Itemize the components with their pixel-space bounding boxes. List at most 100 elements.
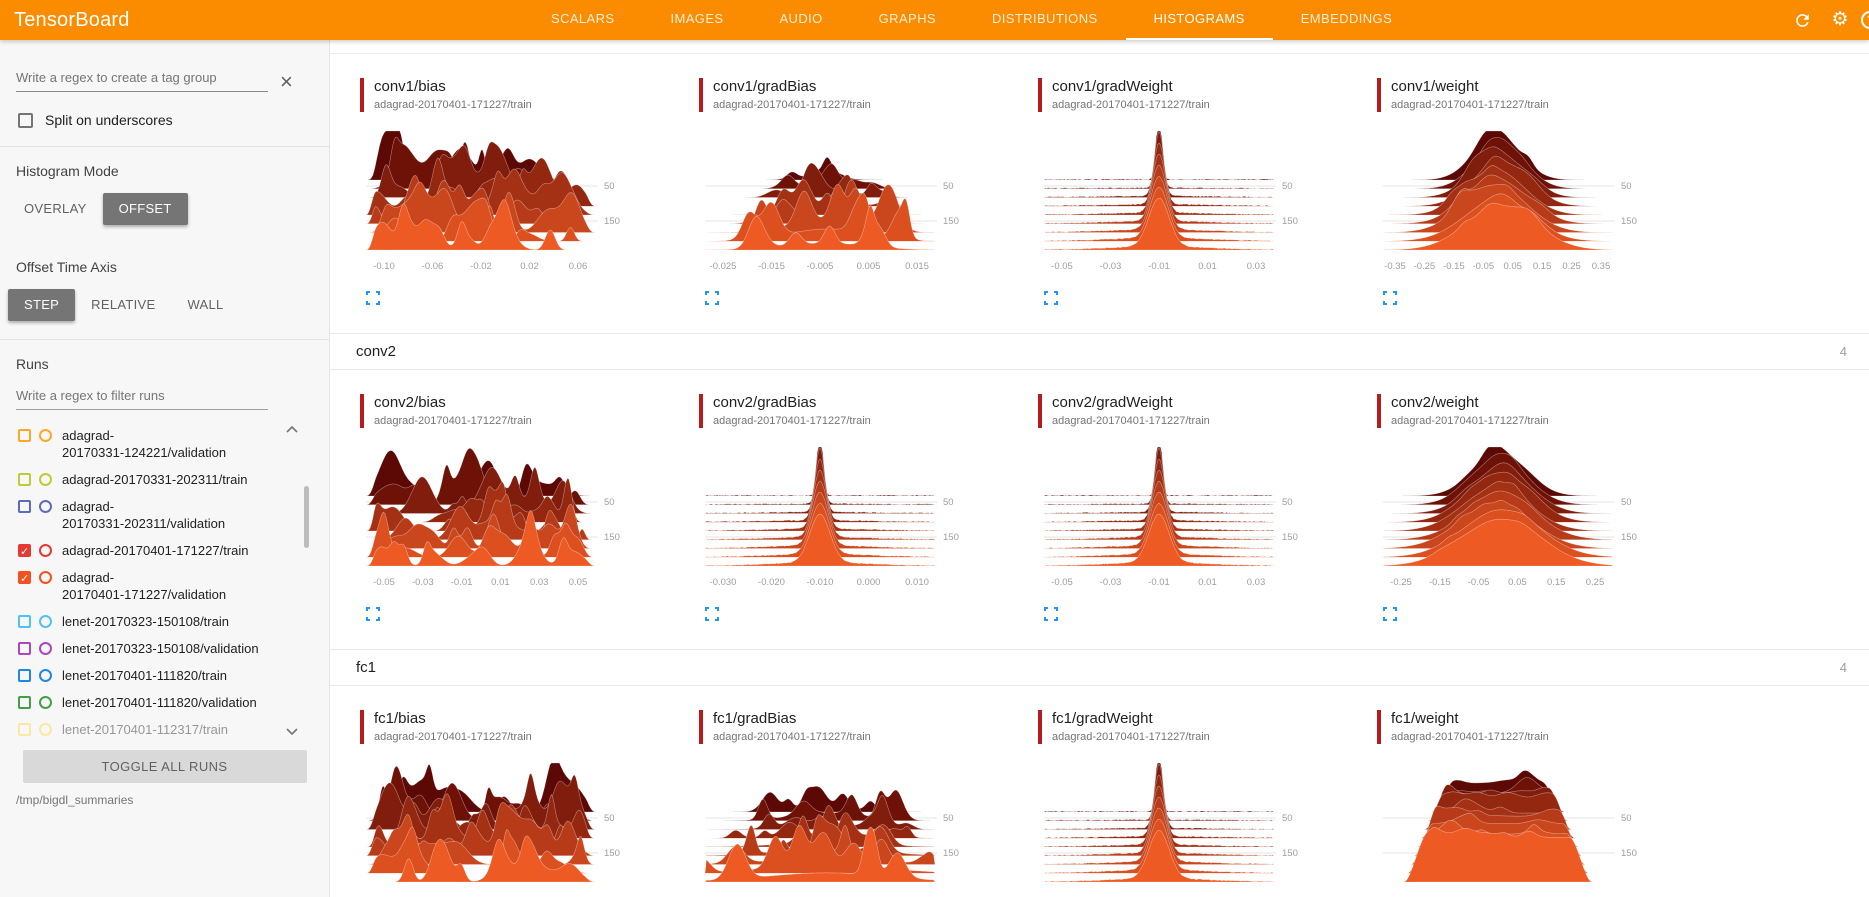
button-relative[interactable]: RELATIVE — [91, 297, 156, 312]
tab-distributions[interactable]: DISTRIBUTIONS — [991, 11, 1098, 26]
histogram-mode-label: Histogram Mode — [16, 163, 119, 179]
svg-text:150: 150 — [1282, 532, 1298, 543]
refresh-icon[interactable] — [1792, 10, 1812, 30]
runs-scrollbar-thumb[interactable] — [304, 486, 309, 548]
content-top-rule — [330, 40, 1869, 54]
svg-text:0.01: 0.01 — [1198, 577, 1217, 588]
run-item[interactable]: lenet-20170323-150108/train — [16, 608, 285, 635]
content: conv1/bias adagrad-20170401-171227/train 5… — [330, 40, 1869, 897]
svg-text:0.06: 0.06 — [569, 261, 588, 272]
card-tag-title: conv1/bias — [374, 78, 446, 95]
run-checkbox[interactable] — [18, 669, 31, 682]
svg-text:150: 150 — [604, 532, 620, 543]
scroll-down-chevron-icon[interactable] — [286, 722, 298, 740]
svg-text:-0.01: -0.01 — [451, 577, 473, 588]
run-color-radio[interactable] — [39, 571, 52, 584]
run-checkbox[interactable]: ✓ — [18, 571, 31, 585]
run-item[interactable]: lenet-20170401-111820/validation — [16, 689, 285, 716]
tab-audio[interactable]: AUDIO — [779, 11, 823, 26]
svg-text:150: 150 — [604, 216, 620, 227]
run-color-radio[interactable] — [39, 500, 52, 513]
run-color-radio[interactable] — [39, 669, 52, 682]
expand-icon[interactable] — [1044, 291, 1058, 305]
expand-icon[interactable] — [1383, 291, 1397, 305]
svg-text:-0.05: -0.05 — [1051, 261, 1073, 272]
svg-text:50: 50 — [1282, 497, 1293, 508]
run-item[interactable]: lenet-20170401-112317/train — [16, 716, 285, 742]
button-offset[interactable]: OFFSET — [102, 193, 188, 225]
card-run-subtitle: adagrad-20170401-171227/train — [374, 415, 532, 427]
card-run-subtitle: adagrad-20170401-171227/train — [713, 731, 871, 743]
card-header: fc1/weight adagrad-20170401-171227/train — [1377, 710, 1711, 744]
run-color-radio[interactable] — [39, 642, 52, 655]
expand-icon[interactable] — [1044, 607, 1058, 621]
tab-scalars[interactable]: SCALARS — [551, 11, 615, 26]
tab-graphs[interactable]: GRAPHS — [878, 11, 936, 26]
histogram-card: fc1/gradWeight adagrad-20170401-171227/tr… — [1038, 710, 1372, 897]
run-checkbox[interactable] — [18, 642, 31, 655]
run-item[interactable]: adagrad- 20170331-124221/validation — [16, 422, 285, 466]
svg-text:0.01: 0.01 — [1198, 261, 1217, 272]
card-run-subtitle: adagrad-20170401-171227/train — [713, 415, 871, 427]
clear-regex-icon[interactable]: × — [280, 69, 293, 94]
run-checkbox[interactable] — [18, 723, 31, 736]
run-item[interactable]: adagrad-20170331-202311/train — [16, 466, 285, 493]
run-item[interactable]: ✓ adagrad- 20170401-171227/validation — [16, 564, 285, 608]
settings-gear-icon[interactable]: ⚙ — [1831, 9, 1849, 30]
help-icon[interactable]: ? — [1861, 11, 1869, 29]
svg-text:0.01: 0.01 — [491, 577, 510, 588]
run-checkbox[interactable] — [18, 615, 31, 628]
card-tag-title: conv1/gradBias — [713, 78, 817, 95]
card-run-subtitle: adagrad-20170401-171227/train — [1052, 415, 1210, 427]
svg-text:150: 150 — [943, 216, 959, 227]
button-overlay[interactable]: OVERLAY — [24, 201, 87, 216]
split-underscores-label: Split on underscores — [45, 112, 173, 128]
scroll-up-chevron-icon[interactable] — [286, 420, 298, 438]
toggle-all-runs-button[interactable]: TOGGLE ALL RUNS — [22, 750, 307, 783]
tab-images[interactable]: IMAGES — [670, 11, 724, 26]
card-run-subtitle: adagrad-20170401-171227/train — [1052, 731, 1210, 743]
button-step[interactable]: STEP — [8, 289, 76, 321]
runs-filter-row — [0, 382, 329, 416]
tab-embeddings[interactable]: EMBEDDINGS — [1300, 11, 1393, 26]
run-checkbox[interactable] — [18, 473, 31, 486]
svg-text:50: 50 — [943, 181, 954, 192]
run-color-radio[interactable] — [39, 615, 52, 628]
run-item[interactable]: adagrad- 20170331-202311/validation — [16, 493, 285, 537]
histogram-ridgeline-chart: 50 150 -0.025 -0.015 -0.005 0.005 0.015 — [705, 156, 959, 272]
expand-icon[interactable] — [366, 291, 380, 305]
svg-text:150: 150 — [1621, 532, 1637, 543]
tab-histograms[interactable]: HISTOGRAMS — [1125, 0, 1273, 40]
expand-icon[interactable] — [705, 291, 719, 305]
svg-text:150: 150 — [1282, 848, 1298, 859]
run-item[interactable]: lenet-20170401-111820/train — [16, 662, 285, 689]
button-wall[interactable]: WALL — [187, 297, 224, 312]
run-checkbox[interactable] — [18, 429, 31, 442]
run-item[interactable]: ✓ adagrad-20170401-171227/train — [16, 537, 285, 564]
svg-text:150: 150 — [1621, 848, 1637, 859]
card-run-subtitle: adagrad-20170401-171227/train — [1391, 99, 1549, 111]
split-underscores-row[interactable]: Split on underscores — [0, 96, 329, 146]
histogram-card: conv2/weight adagrad-20170401-171227/trai… — [1377, 394, 1711, 621]
runs-regex-input[interactable] — [16, 384, 268, 410]
run-checkbox[interactable] — [18, 500, 31, 513]
expand-icon[interactable] — [1383, 607, 1397, 621]
section-header-fc1[interactable]: fc1 4 — [330, 649, 1869, 686]
sidebar: × Split on underscores Histogram Mode OV… — [0, 40, 330, 897]
svg-text:0.03: 0.03 — [1247, 577, 1266, 588]
svg-text:-0.005: -0.005 — [807, 261, 834, 272]
run-item[interactable]: lenet-20170323-150108/validation — [16, 635, 285, 662]
section-header-conv2[interactable]: conv2 4 — [330, 333, 1869, 370]
run-checkbox[interactable]: ✓ — [18, 544, 31, 558]
run-color-radio[interactable] — [39, 696, 52, 709]
expand-icon[interactable] — [366, 607, 380, 621]
split-underscores-checkbox[interactable] — [18, 112, 33, 128]
run-checkbox[interactable] — [18, 696, 31, 709]
run-color-radio[interactable] — [39, 544, 52, 557]
run-color-radio[interactable] — [39, 473, 52, 486]
svg-text:50: 50 — [943, 813, 954, 824]
run-color-radio[interactable] — [39, 723, 52, 736]
run-color-radio[interactable] — [39, 429, 52, 442]
tag-regex-input[interactable] — [16, 66, 268, 92]
expand-icon[interactable] — [705, 607, 719, 621]
